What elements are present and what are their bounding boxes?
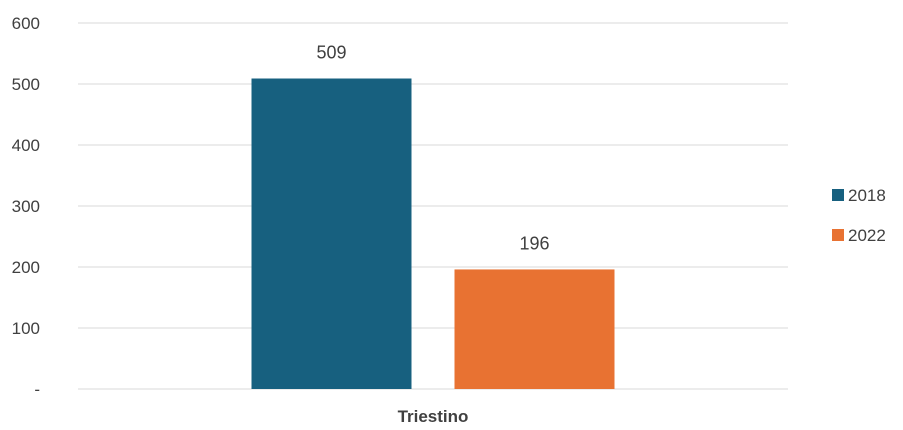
legend: 2018 2022	[832, 186, 886, 245]
legend-swatch-2018	[832, 189, 844, 201]
bar-2022	[454, 269, 615, 389]
bars	[251, 78, 615, 389]
data-label-2018: 509	[316, 43, 346, 63]
x-category-label: Triestino	[398, 407, 469, 426]
gridlines	[78, 22, 788, 390]
legend-label-2022: 2022	[848, 226, 886, 245]
legend-label-2018: 2018	[848, 186, 886, 205]
y-tick-label: 200	[12, 258, 40, 277]
y-tick-label: 300	[12, 197, 40, 216]
y-tick-label: 500	[12, 75, 40, 94]
x-axis-categories: Triestino	[398, 407, 469, 426]
bar-2018	[251, 78, 412, 389]
y-axis-ticks: - 100 200 300 400 500 600	[12, 14, 40, 399]
y-tick-label: 100	[12, 319, 40, 338]
y-tick-label: -	[34, 380, 40, 399]
data-labels: 509 196	[316, 43, 549, 254]
y-tick-label: 600	[12, 14, 40, 33]
legend-swatch-2022	[832, 229, 844, 241]
y-tick-label: 400	[12, 136, 40, 155]
data-label-2022: 196	[519, 233, 549, 253]
